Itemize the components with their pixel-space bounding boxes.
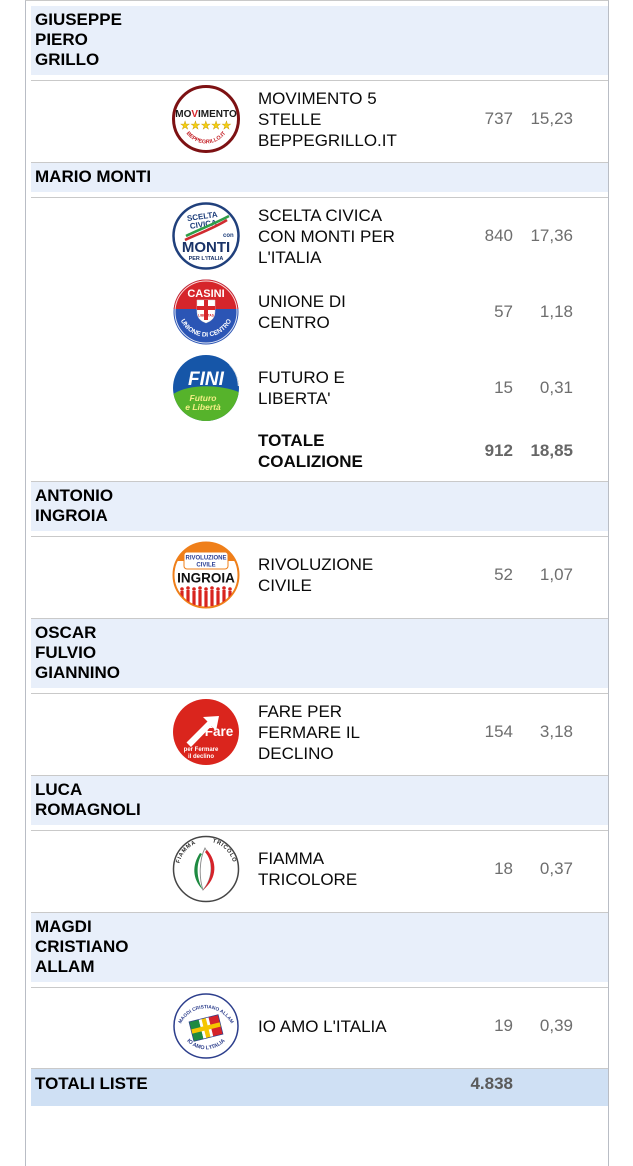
totals-footer-row: TOTALI LISTE 4.838: [31, 1068, 608, 1106]
party-name: MOVIMENTO 5 STELLE BEPPEGRILLO.IT: [258, 88, 397, 150]
candidate-name: GIUSEPPE PIERO GRILLO: [35, 10, 122, 69]
coalition-total-row: TOTALE COALIZIONE 912 18,85: [31, 426, 608, 476]
svg-text:FINI: FINI: [188, 369, 225, 390]
rivoluzione-civile-logo-icon: RIVOLUZIONE CIVILE INGROIA: [172, 541, 240, 609]
svg-text:Futuro: Futuro: [190, 393, 217, 403]
party-votes: 18: [494, 859, 513, 878]
party-group-grillo: MOVIMENTO ★★★★★ BEPPEGRILLO.IT MOVIMENTO…: [31, 80, 608, 157]
party-group-monti: SCELTA CIVICA con MONTI PER L'ITALIA SCE…: [31, 197, 608, 476]
party-percent: 1,07: [539, 565, 573, 584]
party-votes: 57: [494, 302, 513, 321]
candidate-name: MARIO MONTI: [35, 167, 152, 186]
svg-text:per Fermare: per Fermare: [184, 747, 219, 753]
svg-text:MOVIMENTO: MOVIMENTO: [175, 109, 237, 120]
party-percent: 0,37: [539, 859, 573, 878]
party-name: UNIONE DI CENTRO: [258, 292, 346, 332]
party-row: Fare per Fermare il declino FARE PER FER…: [31, 694, 608, 770]
party-name: IO AMO L'ITALIA: [258, 1016, 387, 1036]
party-percent: 15,23: [530, 109, 573, 128]
party-group-allam: MAGDI CRISTIANO ALLAM IO AMO L'ITALIA IO…: [31, 987, 608, 1064]
svg-text:Fare: Fare: [205, 724, 234, 739]
svg-text:CIVILE: CIVILE: [196, 563, 215, 569]
party-row: MOVIMENTO ★★★★★ BEPPEGRILLO.IT MOVIMENTO…: [31, 81, 608, 157]
party-percent: 17,36: [530, 226, 573, 245]
party-name: FARE PER FERMARE IL DECLINO: [258, 701, 361, 763]
candidate-name: ANTONIO INGROIA: [35, 486, 114, 525]
io-amo-litalia-logo-icon: MAGDI CRISTIANO ALLAM IO AMO L'ITALIA: [173, 993, 239, 1059]
party-percent: 0,39: [539, 1016, 573, 1035]
svg-text:e Libertà: e Libertà: [185, 402, 221, 412]
party-name: RIVOLUZIONE CIVILE: [258, 555, 374, 595]
coalition-total-label: TOTALE COALIZIONE: [258, 431, 363, 471]
party-votes: 154: [484, 722, 513, 741]
coalition-total-votes: 912: [484, 441, 513, 460]
party-percent: 0,31: [539, 378, 573, 397]
scelta-civica-logo-icon: SCELTA CIVICA con MONTI PER L'ITALIA: [172, 202, 240, 270]
party-row: FIAMMA TRICOLORE FIAMMA TRICOLORE 18 0,3…: [31, 831, 608, 907]
party-name: FUTURO E LIBERTA': [258, 368, 345, 408]
totals-label: TOTALI LISTE: [35, 1074, 148, 1093]
party-group-ingroia: RIVOLUZIONE CIVILE INGROIA: [31, 536, 608, 613]
candidate-name: MAGDI CRISTIANO ALLAM: [35, 917, 129, 976]
unione-di-centro-logo-icon: CASINI LIBERTAS UNIONE DI CENTRO: [173, 279, 239, 345]
party-group-giannino: Fare per Fermare il declino FARE PER FER…: [31, 693, 608, 770]
svg-text:SCELTA: SCELTA: [186, 210, 218, 223]
five-stars-icon: ★★★★★: [180, 120, 232, 132]
svg-text:LIBERTAS: LIBERTAS: [198, 314, 214, 318]
candidate-header-ingroia: ANTONIO INGROIA: [31, 481, 608, 531]
party-row: CASINI LIBERTAS UNIONE DI CENTRO UNIONE …: [31, 274, 608, 350]
svg-text:il declino: il declino: [188, 754, 214, 760]
fiamma-tricolore-logo-icon: FIAMMA TRICOLORE: [170, 833, 240, 903]
party-percent: 1,18: [539, 302, 573, 321]
party-name: SCELTA CIVICA CON MONTI PER L'ITALIA: [258, 205, 395, 267]
results-table: GIUSEPPE PIERO GRILLO MOVIMENTO ★★★★★ BE…: [25, 0, 609, 1166]
party-row: RIVOLUZIONE CIVILE INGROIA: [31, 537, 608, 613]
party-votes: 52: [494, 565, 513, 584]
svg-text:PER L'ITALIA: PER L'ITALIA: [189, 256, 224, 262]
party-group-romagnoli: FIAMMA TRICOLORE FIAMMA TRICOLORE 18 0,3…: [31, 830, 608, 907]
candidate-header-monti: MARIO MONTI: [31, 162, 608, 192]
party-votes: 19: [494, 1016, 513, 1035]
svg-text:RIVOLUZIONE: RIVOLUZIONE: [185, 556, 226, 562]
candidate-name: LUCA ROMAGNOLI: [35, 780, 141, 819]
candidate-header-giannino: OSCAR FULVIO GIANNINO: [31, 618, 608, 688]
fare-logo-icon: Fare per Fermare il declino: [173, 699, 239, 765]
candidate-header-romagnoli: LUCA ROMAGNOLI: [31, 775, 608, 825]
party-row: SCELTA CIVICA con MONTI PER L'ITALIA SCE…: [31, 198, 608, 274]
party-votes: 840: [484, 226, 513, 245]
svg-text:INGROIA: INGROIA: [177, 571, 235, 586]
party-votes: 15: [494, 378, 513, 397]
party-row: FINI Futuro e Libertà FUTURO E LIBERTA' …: [31, 350, 608, 426]
totals-votes: 4.838: [470, 1074, 513, 1093]
movimento-5-stelle-logo-icon: MOVIMENTO ★★★★★ BEPPEGRILLO.IT: [172, 85, 240, 153]
coalition-total-percent: 18,85: [530, 441, 573, 460]
party-row: MAGDI CRISTIANO ALLAM IO AMO L'ITALIA IO…: [31, 988, 608, 1064]
party-votes: 737: [484, 109, 513, 128]
futuro-e-liberta-logo-icon: FINI Futuro e Libertà: [173, 355, 239, 421]
svg-text:con: con: [223, 233, 234, 239]
candidate-header-allam: MAGDI CRISTIANO ALLAM: [31, 912, 608, 982]
svg-text:MONTI: MONTI: [182, 239, 230, 256]
party-percent: 3,18: [539, 722, 573, 741]
candidate-name: OSCAR FULVIO GIANNINO: [35, 623, 120, 682]
candidate-header-grillo: GIUSEPPE PIERO GRILLO: [31, 6, 608, 75]
party-name: FIAMMA TRICOLORE: [258, 849, 358, 889]
svg-text:CASINI: CASINI: [187, 288, 224, 300]
